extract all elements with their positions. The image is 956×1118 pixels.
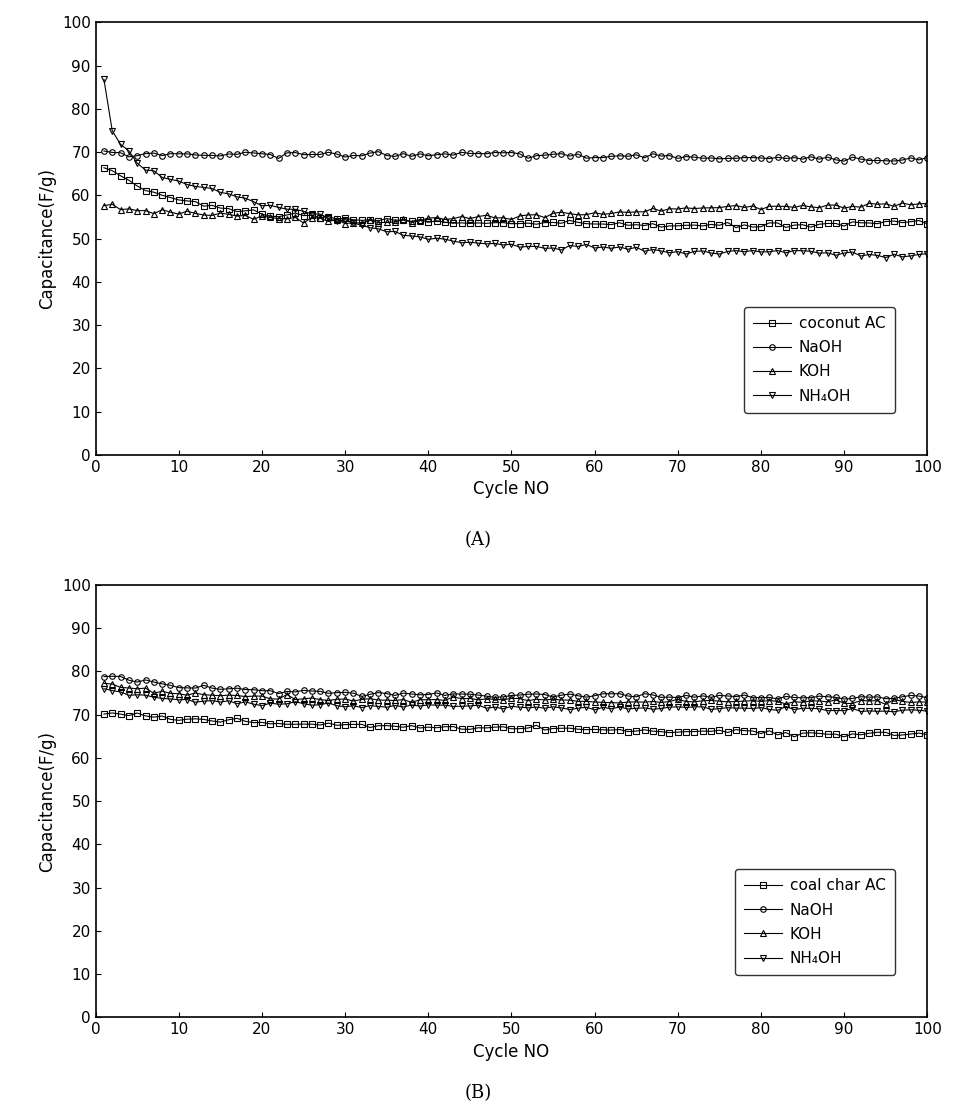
coal char AC: [106, 707, 118, 720]
NH₄OH: [589, 703, 600, 717]
KOH: [339, 217, 351, 230]
NH₄OH: [522, 701, 533, 714]
Line: NaOH: NaOH: [101, 673, 930, 702]
Legend: coconut AC, NaOH, KOH, NH₄OH: coconut AC, NaOH, KOH, NH₄OH: [744, 307, 895, 413]
coal char AC: [265, 717, 276, 730]
NH₄OH: [98, 682, 110, 695]
NH₄OH: [855, 249, 866, 263]
KOH: [880, 698, 891, 711]
KOH: [256, 690, 268, 703]
NH₄OH: [98, 73, 110, 86]
Legend: coal char AC, NaOH, KOH, NH₄OH: coal char AC, NaOH, KOH, NH₄OH: [735, 870, 895, 975]
KOH: [855, 694, 866, 708]
coconut AC: [522, 217, 533, 230]
NH₄OH: [522, 239, 533, 253]
NaOH: [589, 151, 600, 164]
NaOH: [522, 152, 533, 165]
Line: NH₄OH: NH₄OH: [101, 686, 930, 714]
Line: coal char AC: coal char AC: [101, 710, 930, 740]
Line: NH₄OH: NH₄OH: [101, 77, 930, 260]
NaOH: [897, 690, 908, 703]
NH₄OH: [888, 705, 900, 719]
NH₄OH: [922, 247, 933, 260]
KOH: [897, 197, 908, 210]
NaOH: [290, 145, 301, 159]
NaOH: [863, 154, 875, 168]
NH₄OH: [855, 704, 866, 718]
KOH: [589, 695, 600, 709]
NH₄OH: [290, 695, 301, 709]
KOH: [888, 693, 900, 707]
NaOH: [888, 154, 900, 168]
coconut AC: [888, 215, 900, 228]
NaOH: [98, 144, 110, 158]
NH₄OH: [256, 699, 268, 712]
KOH: [256, 209, 268, 222]
coconut AC: [730, 221, 742, 235]
NH₄OH: [880, 704, 891, 718]
NH₄OH: [888, 247, 900, 260]
X-axis label: Cycle NO: Cycle NO: [473, 1043, 550, 1061]
coconut AC: [922, 217, 933, 230]
coal char AC: [872, 726, 883, 739]
coal char AC: [598, 723, 609, 737]
NaOH: [922, 151, 933, 164]
coal char AC: [531, 719, 542, 732]
Line: KOH: KOH: [101, 200, 930, 226]
Line: coconut AC: coconut AC: [101, 165, 930, 230]
KOH: [98, 676, 110, 690]
NaOH: [838, 692, 850, 705]
KOH: [598, 208, 609, 221]
Text: (B): (B): [465, 1084, 491, 1102]
Y-axis label: Capacitance(F/g): Capacitance(F/g): [38, 730, 56, 872]
NH₄OH: [922, 704, 933, 718]
KOH: [290, 693, 301, 707]
NH₄OH: [880, 250, 891, 264]
KOH: [290, 210, 301, 224]
KOH: [531, 208, 542, 221]
KOH: [888, 200, 900, 214]
Y-axis label: Capacitance(F/g): Capacitance(F/g): [38, 168, 56, 310]
NH₄OH: [290, 202, 301, 216]
coconut AC: [98, 161, 110, 174]
NH₄OH: [256, 199, 268, 212]
KOH: [863, 197, 875, 210]
NaOH: [106, 670, 118, 683]
Line: KOH: KOH: [101, 681, 930, 708]
coconut AC: [863, 216, 875, 229]
KOH: [522, 694, 533, 708]
X-axis label: Cycle NO: Cycle NO: [473, 481, 550, 499]
Line: NaOH: NaOH: [101, 149, 930, 164]
NaOH: [256, 148, 268, 161]
NaOH: [838, 154, 850, 168]
NaOH: [922, 691, 933, 704]
KOH: [98, 199, 110, 212]
NaOH: [872, 690, 883, 703]
NH₄OH: [589, 241, 600, 255]
coconut AC: [256, 208, 268, 221]
coconut AC: [290, 207, 301, 220]
coal char AC: [922, 728, 933, 741]
KOH: [922, 197, 933, 210]
coconut AC: [589, 217, 600, 230]
NaOH: [298, 684, 310, 698]
Text: (A): (A): [465, 531, 491, 549]
NaOH: [531, 688, 542, 701]
coal char AC: [98, 708, 110, 721]
coal char AC: [897, 728, 908, 741]
coal char AC: [789, 730, 800, 743]
NaOH: [98, 670, 110, 683]
coal char AC: [298, 718, 310, 731]
NaOH: [598, 688, 609, 701]
NaOH: [265, 684, 276, 698]
KOH: [922, 695, 933, 709]
